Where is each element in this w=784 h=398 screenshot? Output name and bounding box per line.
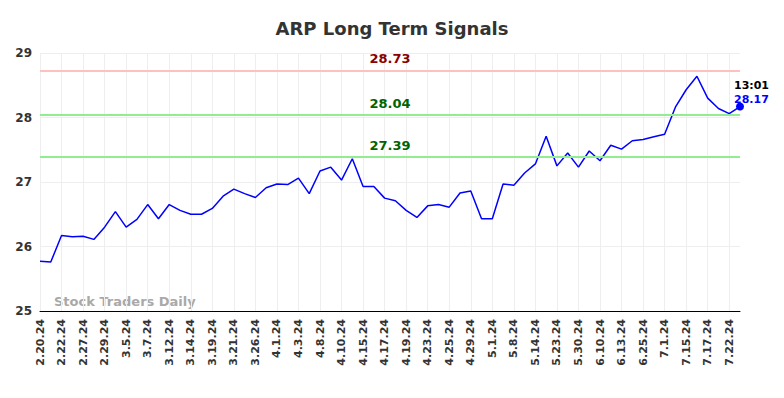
svg-text:5.8.24: 5.8.24	[507, 319, 520, 358]
svg-text:5.30.24: 5.30.24	[572, 319, 585, 366]
svg-text:4.10.24: 4.10.24	[335, 319, 348, 366]
svg-text:5.1.24: 5.1.24	[486, 319, 499, 358]
svg-text:26: 26	[15, 240, 32, 254]
svg-text:5.23.24: 5.23.24	[550, 319, 563, 366]
svg-text:5.14.24: 5.14.24	[529, 319, 542, 366]
svg-text:28.17: 28.17	[734, 93, 769, 106]
svg-text:4.3.24: 4.3.24	[292, 319, 305, 358]
svg-text:3.19.24: 3.19.24	[206, 319, 219, 366]
svg-text:3.21.24: 3.21.24	[227, 319, 240, 366]
svg-text:2.29.24: 2.29.24	[98, 319, 111, 366]
svg-text:29: 29	[15, 46, 32, 60]
svg-text:7.15.24: 7.15.24	[680, 319, 693, 366]
svg-text:4.1.24: 4.1.24	[270, 319, 283, 358]
svg-text:27.39: 27.39	[369, 138, 410, 153]
svg-text:2.27.24: 2.27.24	[77, 319, 90, 366]
svg-text:3.5.24: 3.5.24	[120, 319, 133, 358]
svg-text:4.23.24: 4.23.24	[421, 319, 434, 366]
svg-text:3.12.24: 3.12.24	[163, 319, 176, 366]
svg-text:3.26.24: 3.26.24	[249, 319, 262, 366]
svg-text:4.8.24: 4.8.24	[314, 319, 327, 358]
svg-text:6.10.24: 6.10.24	[594, 319, 607, 366]
svg-text:6.25.24: 6.25.24	[637, 319, 650, 366]
svg-text:3.14.24: 3.14.24	[184, 319, 197, 366]
svg-text:4.19.24: 4.19.24	[400, 319, 413, 366]
svg-text:Stock Traders Daily: Stock Traders Daily	[54, 294, 196, 309]
svg-text:3.7.24: 3.7.24	[141, 319, 154, 358]
svg-text:13:01: 13:01	[734, 79, 769, 92]
svg-text:ARP Long Term Signals: ARP Long Term Signals	[276, 18, 509, 39]
svg-text:6.13.24: 6.13.24	[615, 319, 628, 366]
svg-text:4.29.24: 4.29.24	[464, 319, 477, 366]
svg-text:2.20.24: 2.20.24	[34, 319, 47, 366]
svg-text:28: 28	[15, 111, 32, 125]
svg-text:2.22.24: 2.22.24	[55, 319, 68, 366]
svg-text:7.1.24: 7.1.24	[658, 319, 671, 358]
svg-text:7.17.24: 7.17.24	[701, 319, 714, 366]
svg-text:28.04: 28.04	[369, 96, 410, 111]
svg-text:4.17.24: 4.17.24	[378, 319, 391, 366]
svg-text:28.73: 28.73	[369, 51, 410, 66]
svg-text:27: 27	[15, 175, 32, 189]
svg-text:4.15.24: 4.15.24	[357, 319, 370, 366]
svg-text:4.25.24: 4.25.24	[443, 319, 456, 366]
svg-text:25: 25	[15, 304, 32, 318]
svg-text:7.22.24: 7.22.24	[723, 319, 736, 366]
